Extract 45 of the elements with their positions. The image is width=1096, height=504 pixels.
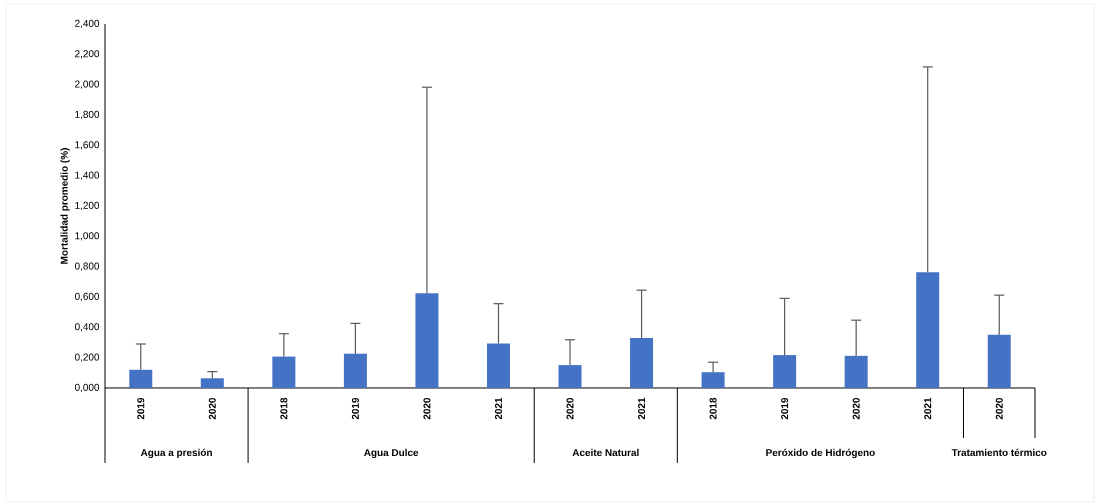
x-tick-label: 2020 [566, 397, 574, 420]
y-tick-label: 1,000 [75, 232, 100, 241]
bar [987, 334, 1011, 388]
bar [630, 337, 654, 388]
bar [272, 356, 296, 388]
x-tick-label: 2019 [137, 397, 145, 420]
y-tick-label: 0,400 [74, 323, 100, 332]
x-tick-label: 2018 [709, 397, 717, 420]
y-tick-label: 2,200 [75, 50, 100, 59]
bar [200, 378, 224, 388]
x-tick-label: 2020 [852, 397, 860, 420]
bar [773, 355, 797, 388]
y-tick-label: 0,800 [74, 262, 100, 271]
bar [415, 293, 439, 388]
bar [486, 343, 510, 388]
x-tick-label: 2018 [280, 397, 288, 420]
y-tick-label: 0,600 [74, 292, 100, 302]
y-tick-label: 2,000 [75, 80, 100, 89]
x-tick-label: 2019 [781, 397, 789, 420]
y-tick-label: 1,800 [75, 110, 100, 120]
y-tick-label: 1,200 [75, 201, 100, 211]
bar [129, 369, 153, 388]
bar [844, 355, 868, 388]
y-axis-title: Mortalidad promedio (%) [60, 148, 70, 264]
y-tick-label: 2,400 [75, 19, 100, 29]
x-tick-label: 2020 [995, 397, 1003, 420]
y-tick-label: 0,200 [74, 353, 100, 362]
text: Agua a presión [140, 448, 212, 459]
bar [701, 372, 725, 388]
text: Aceite Natural [572, 448, 639, 457]
x-tick-label: 2020 [208, 397, 216, 420]
y-tick-label: 1,400 [75, 171, 100, 180]
y-tick-label: 0,000 [74, 383, 100, 393]
bar [558, 365, 582, 388]
y-tick-label: 1,600 [75, 141, 100, 150]
x-tick-label: 2020 [423, 397, 431, 420]
bar [343, 353, 367, 388]
bar [916, 272, 940, 388]
text: Agua Dulce [364, 448, 419, 459]
text: Tratamiento térmico [951, 448, 1047, 457]
x-tick-label: 2021 [494, 397, 502, 420]
x-tick-label: 2021 [638, 397, 646, 420]
text: Peróxido de Hidrógeno [766, 448, 875, 459]
x-tick-label: 2019 [351, 397, 359, 420]
x-tick-label: 2021 [924, 397, 932, 420]
